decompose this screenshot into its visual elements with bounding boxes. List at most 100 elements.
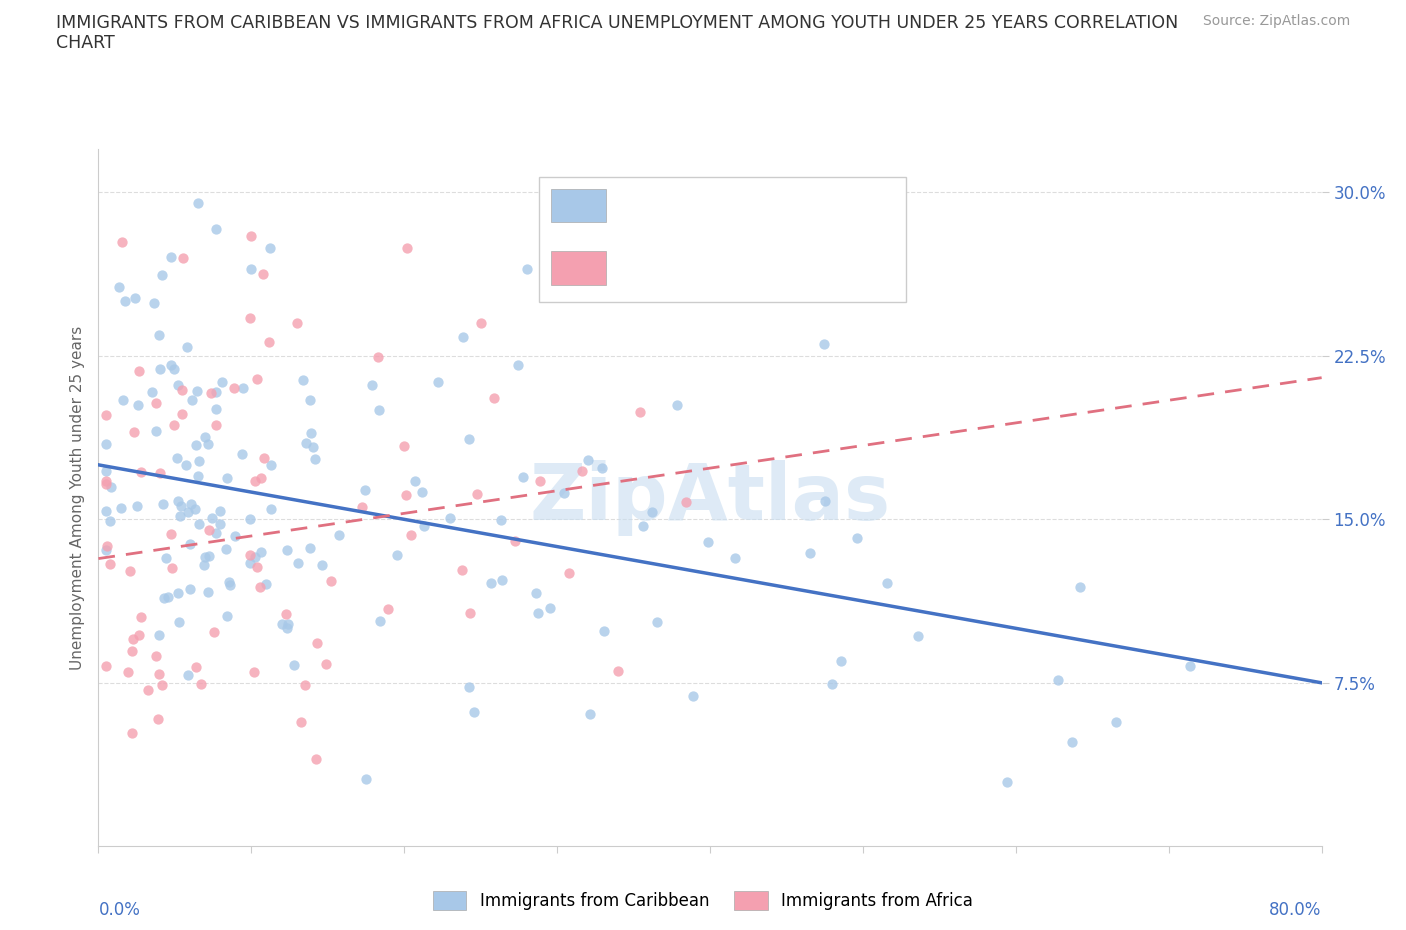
Point	[149, 362, 172, 377]
Point	[160, 249, 183, 264]
Point	[907, 629, 929, 644]
Point	[305, 751, 328, 766]
Point	[127, 397, 149, 412]
Point	[186, 469, 208, 484]
Point	[287, 555, 309, 570]
Point	[110, 501, 132, 516]
Point	[122, 424, 145, 439]
Point	[274, 606, 297, 621]
Point	[121, 725, 143, 740]
Point	[240, 261, 263, 276]
Point	[516, 261, 538, 276]
Text: R =: R =	[619, 259, 657, 276]
Point	[176, 667, 198, 682]
Point	[439, 511, 461, 525]
Point	[571, 464, 593, 479]
Point	[260, 458, 283, 472]
Point	[723, 551, 745, 565]
Point	[242, 664, 264, 679]
Point	[215, 541, 238, 556]
Point	[538, 601, 561, 616]
Point	[166, 450, 188, 465]
Point	[240, 229, 263, 244]
Point	[205, 525, 228, 540]
Point	[352, 499, 374, 514]
Point	[217, 471, 239, 485]
Point	[148, 666, 170, 681]
Point	[995, 775, 1018, 790]
Point	[98, 513, 121, 528]
Point	[148, 327, 170, 342]
Point	[845, 530, 868, 545]
Text: R =: R =	[619, 195, 657, 214]
Point	[697, 534, 720, 549]
Point	[198, 523, 221, 538]
Point	[239, 556, 262, 571]
Text: -0.401: -0.401	[668, 195, 725, 214]
Point	[527, 605, 550, 620]
Point	[276, 620, 298, 635]
Point	[277, 617, 299, 631]
Point	[145, 423, 167, 438]
Point	[404, 473, 426, 488]
Point	[194, 550, 217, 565]
Point	[299, 393, 322, 408]
Point	[463, 704, 485, 719]
Point	[96, 538, 118, 553]
Point	[170, 498, 193, 513]
Point	[578, 707, 600, 722]
Point	[412, 519, 434, 534]
Point	[239, 512, 262, 526]
Point	[606, 664, 628, 679]
Point	[246, 371, 269, 386]
Point	[645, 615, 668, 630]
Point	[367, 402, 389, 417]
Point	[94, 436, 117, 451]
Point	[876, 575, 898, 590]
Point	[167, 494, 190, 509]
Bar	[551, 189, 606, 222]
Point	[224, 529, 246, 544]
Point	[172, 406, 194, 421]
Point	[167, 378, 190, 392]
Point	[121, 644, 143, 658]
Point	[205, 418, 228, 432]
Point	[482, 391, 505, 405]
Point	[257, 334, 280, 349]
Point	[238, 311, 260, 325]
Point	[94, 542, 117, 557]
Point	[179, 537, 201, 551]
Point	[170, 382, 193, 397]
Point	[190, 677, 212, 692]
Point	[302, 440, 325, 455]
Point	[489, 512, 512, 527]
Point	[354, 483, 377, 498]
Point	[387, 548, 409, 563]
Point	[576, 453, 599, 468]
Point	[290, 714, 312, 729]
Point	[591, 460, 613, 475]
Point	[186, 437, 208, 452]
Point	[821, 677, 844, 692]
Point	[96, 658, 118, 673]
Point	[620, 271, 643, 286]
Point	[503, 533, 526, 548]
Point	[218, 575, 240, 590]
Bar	[551, 251, 606, 285]
Point	[491, 572, 513, 587]
Point	[211, 374, 233, 389]
Point	[304, 451, 326, 466]
Text: 0.175: 0.175	[668, 259, 718, 276]
Point	[209, 517, 232, 532]
Point	[395, 487, 418, 502]
Point	[631, 519, 654, 534]
Point	[328, 527, 350, 542]
Text: 143: 143	[801, 195, 837, 214]
Point	[675, 495, 697, 510]
Point	[155, 551, 177, 565]
Point	[200, 386, 222, 401]
Point	[187, 516, 209, 531]
Point	[128, 628, 150, 643]
Point	[205, 222, 228, 237]
Text: CHART: CHART	[56, 34, 115, 52]
